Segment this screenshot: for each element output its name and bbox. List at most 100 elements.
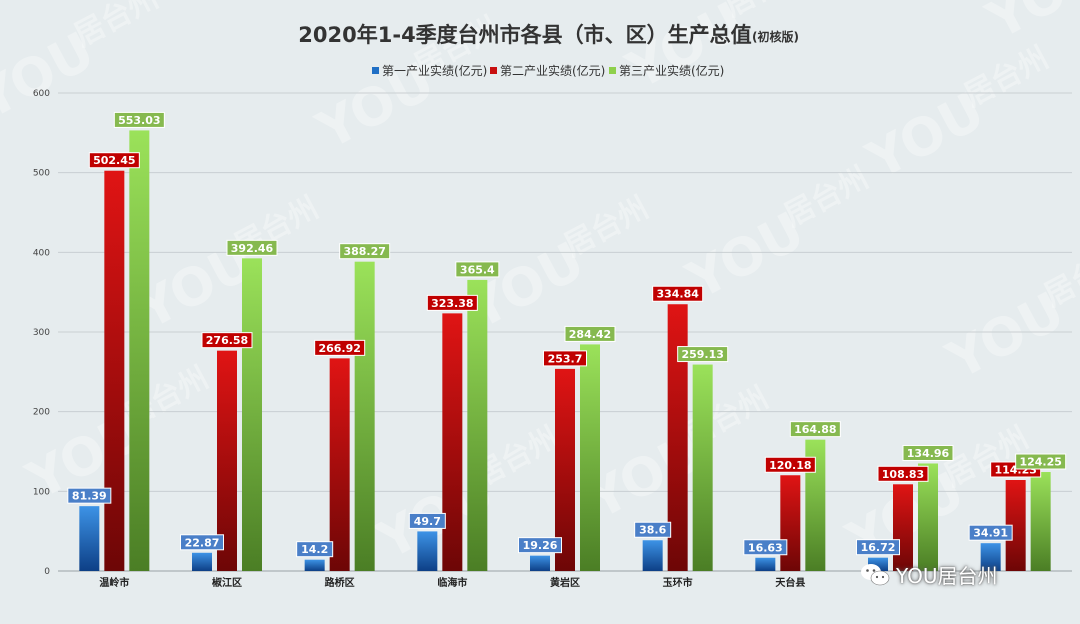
- data-label: 16.72: [861, 541, 896, 554]
- watermark: YOU居台州: [937, 240, 1080, 391]
- bar: [104, 170, 125, 571]
- legend-entry: 第三产业实绩(亿元): [619, 63, 724, 78]
- data-label-box: [88, 152, 140, 169]
- data-label: 553.03: [118, 114, 160, 127]
- bar: [304, 559, 325, 571]
- x-tick-label: 黄岩区: [550, 576, 580, 589]
- bar: [780, 475, 801, 571]
- data-label-box: [1015, 453, 1067, 470]
- data-label: 134.96: [907, 447, 950, 460]
- watermark: YOU居台州: [857, 40, 1055, 191]
- y-tick-label: 500: [33, 169, 50, 179]
- x-tick-label: 临海市: [437, 576, 467, 589]
- bar: [918, 463, 938, 571]
- legend: 第一产业实绩(亿元) 第二产业实绩(亿元) 第三产业实绩(亿元): [372, 63, 724, 78]
- legend-entry: 第一产业实绩(亿元): [382, 63, 487, 78]
- x-tick-label: 玉环市: [663, 576, 693, 589]
- data-label: 120.18: [769, 459, 811, 472]
- data-label-box: [789, 421, 841, 438]
- y-tick-label: 600: [33, 89, 50, 99]
- bar: [980, 543, 1001, 571]
- bar: [580, 344, 600, 571]
- legend-swatch: [490, 67, 497, 74]
- bar: [354, 261, 375, 571]
- legend-swatch: [372, 67, 379, 74]
- x-tick-label: 路桥区: [325, 576, 355, 589]
- data-label-box: [652, 285, 704, 302]
- data-label-box: [543, 350, 587, 367]
- data-label-box: [426, 294, 478, 311]
- data-label-box: [201, 332, 253, 349]
- data-label: 365.4: [460, 263, 495, 276]
- watermark-text: 居台州: [779, 160, 875, 233]
- data-label: 49.7: [414, 515, 441, 528]
- data-label: 16.63: [748, 541, 783, 554]
- data-label-box: [743, 539, 788, 556]
- x-tick-label: 椒江区: [212, 576, 242, 589]
- watermark-text: 居台州: [959, 40, 1055, 113]
- bar: [530, 555, 550, 571]
- data-label: 276.58: [206, 334, 248, 347]
- bar: [642, 540, 663, 571]
- data-label: 502.45: [93, 154, 135, 167]
- data-label: 19.26: [523, 539, 558, 552]
- chart-title: 2020年1-4季度台州市各县（市、区）生产总值: [298, 23, 751, 47]
- x-axis: 温岭市 椒江区 路桥区 临海市 黄岩区 玉环市 天台县: [99, 576, 805, 589]
- data-label: 81.39: [72, 490, 107, 503]
- y-tick-label: 100: [33, 487, 50, 497]
- data-label: 266.92: [318, 342, 360, 355]
- data-label-box: [339, 243, 391, 260]
- x-tick-label: 温岭市: [99, 576, 129, 589]
- bars: [79, 130, 1051, 571]
- bar: [217, 350, 237, 571]
- data-label-box: [180, 534, 224, 551]
- watermark-text: 居台州: [69, 0, 165, 54]
- data-label-box: [455, 261, 500, 278]
- bar: [192, 552, 212, 571]
- data-label-box: [902, 444, 954, 461]
- chart-subtitle: (初核版): [752, 29, 799, 44]
- data-label-box: [764, 456, 816, 473]
- bar: [129, 130, 150, 571]
- data-label: 388.27: [343, 245, 385, 258]
- data-label: 164.88: [794, 423, 836, 436]
- data-label-box: [564, 325, 616, 342]
- y-axis: 0 100 200 300 400 500 600: [33, 89, 50, 577]
- data-label: 284.42: [569, 328, 611, 341]
- bar: [893, 484, 913, 571]
- data-label-box: [877, 465, 929, 482]
- data-label: 108.83: [882, 468, 924, 481]
- data-label: 22.87: [185, 536, 220, 549]
- data-label: 38.6: [639, 524, 666, 537]
- data-label-box: [968, 524, 1013, 541]
- data-label: 14.2: [301, 543, 328, 556]
- bar: [555, 368, 575, 571]
- data-label: 323.38: [431, 297, 473, 310]
- data-label: 392.46: [231, 242, 274, 255]
- watermark-text: 居台州: [719, 0, 815, 24]
- data-label-box: [314, 339, 366, 356]
- data-label: 259.13: [681, 348, 723, 361]
- watermark: YOU居台州: [677, 160, 875, 311]
- data-label-box: [226, 239, 278, 256]
- wechat-icon: [861, 563, 890, 585]
- data-label-box: [296, 541, 334, 558]
- legend-entry: 第二产业实绩(亿元): [500, 63, 605, 78]
- bar: [79, 506, 100, 571]
- bar: [467, 279, 488, 571]
- data-label: 334.84: [656, 288, 699, 301]
- data-label: 124.25: [1019, 456, 1061, 469]
- data-label-box: [408, 512, 446, 529]
- bar: [242, 258, 262, 571]
- bar: [329, 358, 350, 571]
- data-label: 34.91: [973, 527, 1008, 540]
- bar: [417, 531, 438, 571]
- data-label-box: [518, 537, 562, 554]
- brand-text: YOU居台州: [896, 564, 998, 588]
- data-label: 253.7: [548, 352, 583, 365]
- bar: [1030, 472, 1051, 571]
- watermark-text: YOU: [977, 0, 1080, 52]
- y-tick-label: 300: [33, 328, 50, 338]
- bar: [692, 364, 713, 571]
